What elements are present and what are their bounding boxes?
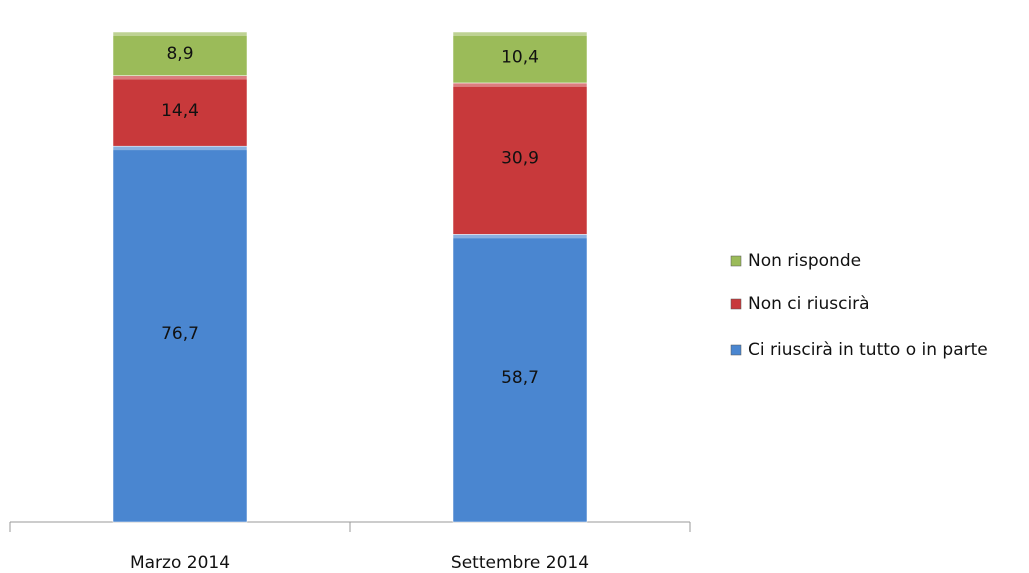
x-tick-label: Settembre 2014	[451, 553, 589, 573]
bar-segment	[452, 82, 588, 235]
bar-highlight	[113, 75, 247, 80]
legend-swatch	[730, 344, 742, 356]
data-label: 76,7	[161, 324, 199, 344]
bar-highlight	[453, 82, 587, 87]
data-label: 30,9	[501, 149, 539, 169]
legend-label: Non risponde	[748, 251, 861, 271]
data-label: 8,9	[166, 44, 193, 64]
data-label: 58,7	[501, 368, 539, 388]
bar-highlight	[453, 32, 587, 36]
bar-segment	[452, 234, 588, 523]
bar-highlight	[113, 146, 247, 151]
legend-swatch	[730, 255, 742, 267]
bar-segment	[112, 145, 248, 523]
data-label: 10,4	[501, 47, 539, 67]
bar-segment	[452, 31, 588, 84]
legend-swatch	[730, 298, 742, 310]
bar-segment	[112, 75, 248, 147]
x-tick-label: Marzo 2014	[130, 553, 230, 573]
legend-label: Ci riuscirà in tutto o in parte	[748, 340, 988, 360]
data-label: 14,4	[161, 101, 199, 121]
legend-label: Non ci riuscirà	[748, 294, 870, 314]
bar-highlight	[453, 234, 587, 239]
bar-segment	[112, 31, 248, 76]
bar-highlight	[113, 32, 247, 36]
